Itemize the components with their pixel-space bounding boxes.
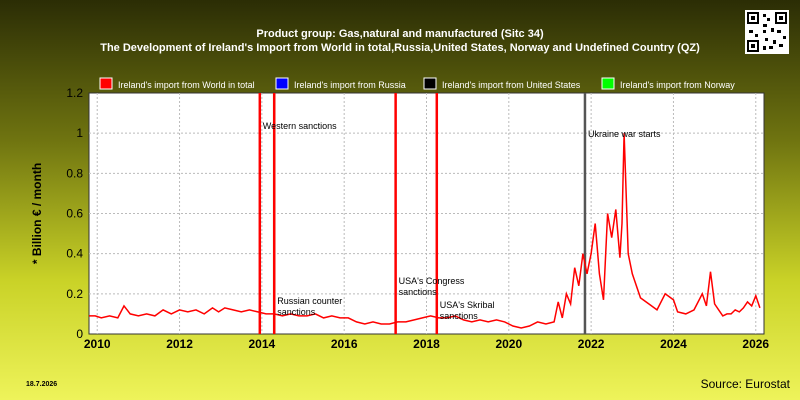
chart-title: Product group: Gas,natural and manufactu… (256, 28, 544, 40)
y-tick-label: 0.8 (66, 166, 83, 180)
chart-subtitle: The Development of Ireland's Import from… (100, 42, 700, 54)
event-label: sanctions (399, 287, 438, 297)
x-tick-label: 2024 (660, 337, 687, 351)
legend-swatch (99, 77, 113, 90)
legend-label: Ireland's import from World in total (118, 80, 255, 90)
event-label: sanctions (277, 307, 316, 317)
x-tick-label: 2014 (249, 337, 276, 351)
legend-swatch (423, 77, 437, 90)
x-tick-label: 2010 (84, 337, 111, 351)
event-label: Western sanctions (263, 121, 337, 131)
x-tick-label: 2026 (742, 337, 769, 351)
event-label: sanctions (440, 311, 479, 321)
event-label: USA's Congress (399, 276, 465, 286)
source-label: Source: Eurostat (700, 377, 790, 391)
x-tick-label: 2022 (578, 337, 605, 351)
y-tick-label: 0 (76, 327, 83, 341)
x-tick-label: 2018 (413, 337, 440, 351)
x-tick-label: 2020 (495, 337, 522, 351)
event-label: Ukraine war starts (588, 129, 661, 139)
legend-label: Ireland's import from United States (442, 80, 581, 90)
y-tick-label: 0.6 (66, 207, 83, 221)
legend-label: Ireland's import from Norway (620, 80, 735, 90)
y-tick-label: 1 (76, 126, 83, 140)
event-label: USA's Skribal (440, 300, 495, 310)
legend-swatch (275, 77, 289, 90)
qr-code-icon (745, 10, 789, 54)
y-tick-label: 0.4 (66, 247, 83, 261)
series-line (89, 133, 761, 329)
y-tick-label: 0.2 (66, 287, 83, 301)
x-tick-label: 2016 (331, 337, 358, 351)
y-axis-label: * Billion € / month (30, 163, 44, 264)
x-tick-label: 2012 (166, 337, 193, 351)
y-tick-label: 1.2 (66, 86, 83, 100)
legend-label: Ireland's import from Russia (294, 80, 406, 90)
report-date: 18.7.2026 (26, 381, 58, 388)
event-label: Russian counter (277, 296, 342, 306)
legend-swatch (601, 77, 615, 90)
